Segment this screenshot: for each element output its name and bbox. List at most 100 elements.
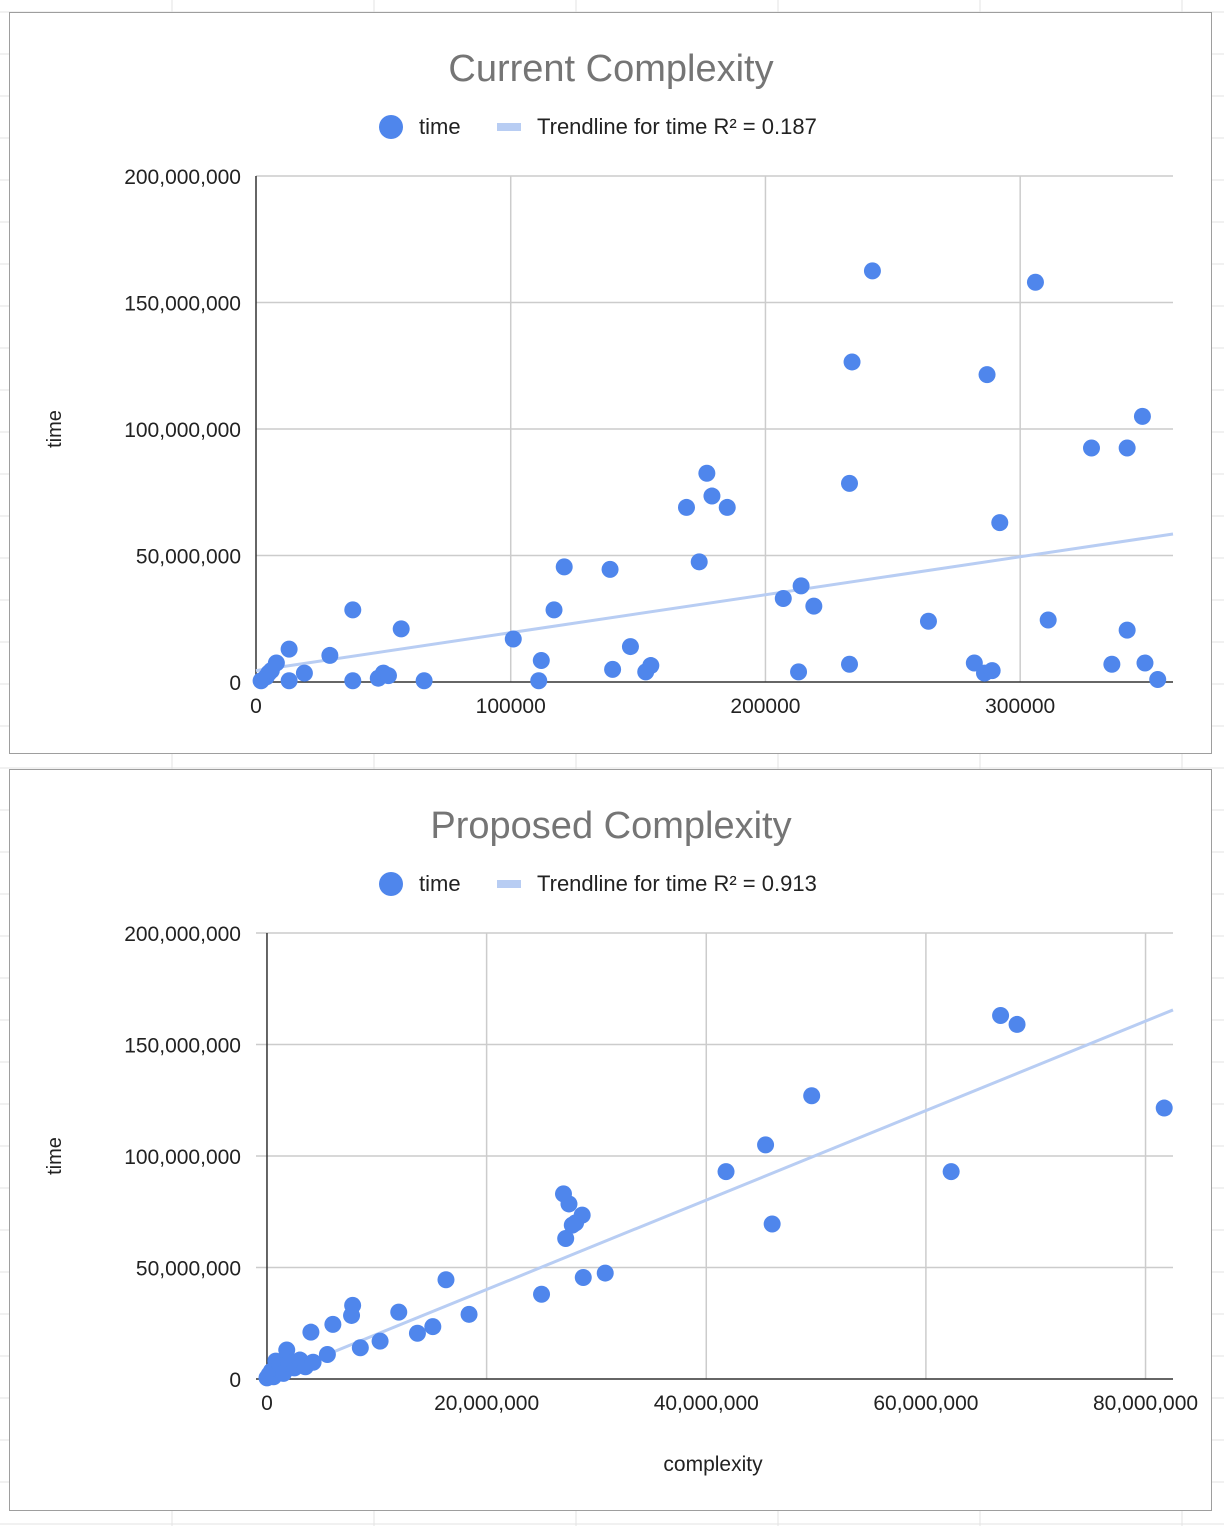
data-point [863, 262, 881, 280]
x-tick-label: 100000 [476, 695, 546, 718]
data-point [992, 1007, 1010, 1025]
y-tick-label: 50,000,000 [136, 546, 241, 569]
data-point [555, 558, 573, 576]
y-tick-label: 200,000,000 [124, 923, 241, 946]
data-point [1133, 407, 1151, 425]
data-point [991, 514, 1009, 532]
x-axis-title: complexity [663, 1453, 763, 1476]
data-point [344, 1296, 362, 1314]
data-point [304, 1353, 322, 1371]
data-point [1118, 621, 1136, 639]
legend-marker-time [379, 115, 403, 139]
data-point [1155, 1099, 1173, 1117]
chart-title: Current Complexity [448, 48, 773, 90]
data-point [344, 601, 362, 619]
trendline [266, 1008, 1174, 1381]
data-point [698, 464, 716, 482]
trendline [255, 532, 1174, 673]
data-point [437, 1271, 455, 1289]
data-point [371, 1332, 389, 1350]
data-point [703, 487, 721, 505]
data-point [978, 366, 996, 384]
data-point [919, 612, 937, 630]
data-point [1026, 273, 1044, 291]
x-tick-label: 80,000,000 [1093, 1392, 1198, 1415]
data-point [718, 498, 736, 516]
y-tick-label: 100,000,000 [124, 1146, 241, 1169]
data-point [324, 1315, 342, 1333]
data-point [302, 1323, 320, 1341]
y-tick-label: 150,000,000 [124, 293, 241, 316]
data-point [267, 654, 285, 672]
data-point [1008, 1015, 1026, 1033]
data-point [757, 1136, 775, 1154]
data-point [642, 657, 660, 675]
chart-legend: time Trendline for time R² = 0.913 [379, 871, 817, 896]
data-point [604, 660, 622, 678]
chart-card-proposed-complexity[interactable]: Proposed Complexity time Trendline for tim… [9, 769, 1212, 1511]
data-point [379, 667, 397, 685]
data-point [621, 638, 639, 656]
data-point [1118, 439, 1136, 457]
data-point [530, 672, 548, 690]
data-point [690, 553, 708, 571]
data-point [805, 597, 823, 615]
data-point [504, 630, 522, 648]
chart-card-current-complexity[interactable]: Current Complexity time Trendline for time… [9, 12, 1212, 754]
data-point [280, 640, 298, 658]
legend-marker-trendline [497, 880, 521, 888]
data-point [321, 646, 339, 664]
data-point [278, 1341, 296, 1359]
data-point [677, 498, 695, 516]
data-point [390, 1303, 408, 1321]
x-tick-label: 60,000,000 [873, 1392, 978, 1415]
data-point [983, 662, 1001, 680]
data-point [1082, 439, 1100, 457]
gridlines [256, 932, 1173, 1379]
data-point [557, 1230, 575, 1248]
data-point [601, 560, 619, 578]
data-point [351, 1339, 369, 1357]
y-tick-label: 150,000,000 [124, 1035, 241, 1058]
data-point [596, 1264, 614, 1282]
y-tick-label: 0 [229, 672, 241, 695]
legend-marker-trendline [497, 123, 521, 131]
gridlines [256, 175, 1173, 682]
y-tick-label: 0 [229, 1369, 241, 1392]
data-point [843, 353, 861, 371]
data-point [774, 590, 792, 608]
data-point [295, 664, 313, 682]
y-tick-label: 50,000,000 [136, 1258, 241, 1281]
legend-label-trendline: Trendline for time R² = 0.187 [537, 114, 817, 139]
y-tick-label: 200,000,000 [124, 166, 241, 189]
data-point [532, 651, 550, 669]
data-point [344, 672, 362, 690]
data-point [1103, 655, 1121, 673]
data-point [415, 672, 433, 690]
y-axis-title: time [44, 1137, 66, 1175]
series-time-points [258, 1007, 1173, 1387]
data-point [408, 1324, 426, 1342]
data-point [545, 601, 563, 619]
data-point [792, 577, 810, 595]
x-tick-label: 0 [261, 1392, 273, 1415]
data-point [318, 1345, 336, 1363]
data-point [841, 474, 859, 492]
data-point [717, 1163, 735, 1181]
data-point [574, 1269, 592, 1287]
data-point [560, 1195, 578, 1213]
y-axis-title: time [44, 410, 66, 448]
data-point [460, 1305, 478, 1323]
chart-current-complexity: Current Complexity time Trendline for time… [44, 48, 1174, 718]
y-tick-label: 100,000,000 [124, 419, 241, 442]
data-point [841, 655, 859, 673]
data-point [1149, 670, 1167, 688]
chart-legend: time Trendline for time R² = 0.187 [379, 114, 817, 139]
x-tick-label: 40,000,000 [654, 1392, 759, 1415]
data-point [1039, 611, 1057, 629]
data-point [942, 1163, 960, 1181]
x-tick-label: 200000 [730, 695, 800, 718]
data-point [790, 663, 808, 681]
data-point [763, 1215, 781, 1233]
x-tick-label: 300000 [985, 695, 1055, 718]
